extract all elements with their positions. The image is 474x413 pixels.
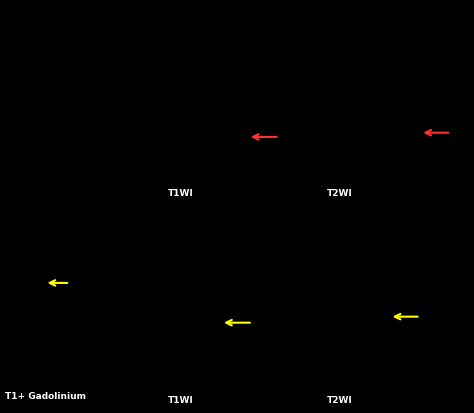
Text: T1+ Gadolinium: T1+ Gadolinium xyxy=(5,392,86,401)
Text: T1WI: T1WI xyxy=(167,189,193,198)
Text: T2WI: T2WI xyxy=(327,189,353,198)
Text: T1WI: T1WI xyxy=(167,396,193,405)
Text: T2WI: T2WI xyxy=(327,396,353,405)
